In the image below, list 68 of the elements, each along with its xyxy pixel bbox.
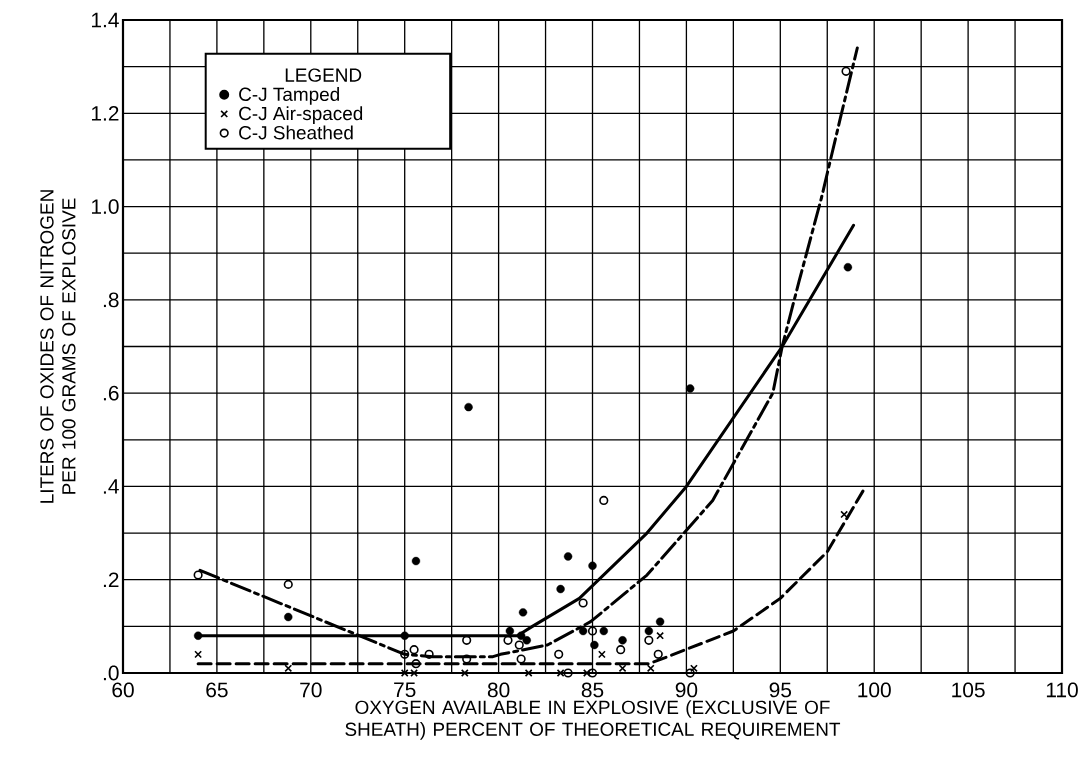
point (646, 664, 655, 673)
x-tick-label: 65 (206, 682, 228, 698)
y-axis-title: LITERS OF OXIDES OF NITROGEN PER 100 GRAMS OF EXPLOSIVE (40, 190, 76, 503)
y-tick-label: 1.0 (91, 199, 119, 214)
point (409, 645, 419, 655)
point (464, 402, 473, 412)
x-tick-label: 85 (581, 682, 604, 698)
point (563, 668, 573, 678)
point (554, 649, 564, 659)
point (193, 570, 203, 580)
y-tick-label: .6 (103, 385, 119, 401)
point (462, 654, 472, 664)
y-tick-label: 1.4 (91, 12, 119, 28)
point (599, 495, 609, 506)
legend-label: C-J Sheathed (239, 125, 353, 140)
point (411, 556, 421, 566)
x-tick-label: 70 (300, 682, 322, 698)
point (644, 635, 654, 645)
point (505, 626, 515, 636)
point (193, 631, 203, 640)
legend-title: LEGEND (285, 68, 362, 82)
x-tick-label: 110 (1046, 682, 1078, 698)
point (588, 561, 597, 570)
x-axis-title: OXYGEN AVAILABLE IN EXPLOSIVE (EXCLUSIVE OF SHEATH) PERCENT OF THEORETICAL REQUIREMENT (345, 700, 841, 740)
point (841, 66, 851, 76)
point (653, 649, 663, 659)
x-tick-label: 80 (487, 682, 510, 698)
point (522, 636, 531, 645)
point (587, 668, 598, 678)
point (843, 263, 853, 272)
point (400, 631, 409, 640)
point (411, 659, 421, 669)
point (655, 617, 665, 626)
x-tick-label: 100 (858, 682, 891, 698)
point (587, 626, 598, 636)
x-tick-label: 90 (675, 682, 698, 698)
x-tick-label: 105 (952, 682, 985, 698)
y-tick-label: 1.2 (91, 105, 119, 121)
point (516, 631, 526, 640)
point (284, 664, 293, 673)
legend-label: C-J Tamped (239, 87, 339, 105)
y-tick-label: .2 (103, 572, 119, 588)
point (644, 626, 654, 636)
point (556, 584, 565, 594)
point (599, 626, 608, 636)
x-tick-label: 60 (112, 682, 134, 698)
point (618, 664, 627, 673)
point (616, 645, 626, 655)
y-tick-label: .8 (103, 292, 119, 308)
point (578, 626, 588, 636)
point (685, 668, 695, 678)
y-tick-label: .0 (103, 665, 119, 681)
y-tick-label: .4 (103, 479, 119, 494)
point (516, 654, 526, 664)
point (563, 552, 573, 561)
point (590, 640, 599, 650)
point (400, 649, 410, 659)
point (284, 612, 293, 622)
legend-label: C-J Air-spaced (239, 106, 363, 124)
point (578, 598, 588, 608)
point (685, 384, 695, 393)
point (518, 608, 528, 617)
point (618, 636, 627, 645)
point (424, 649, 434, 659)
x-tick-label: 95 (769, 682, 792, 698)
point (283, 579, 293, 589)
point (514, 640, 524, 650)
x-tick-label: 75 (394, 682, 416, 698)
